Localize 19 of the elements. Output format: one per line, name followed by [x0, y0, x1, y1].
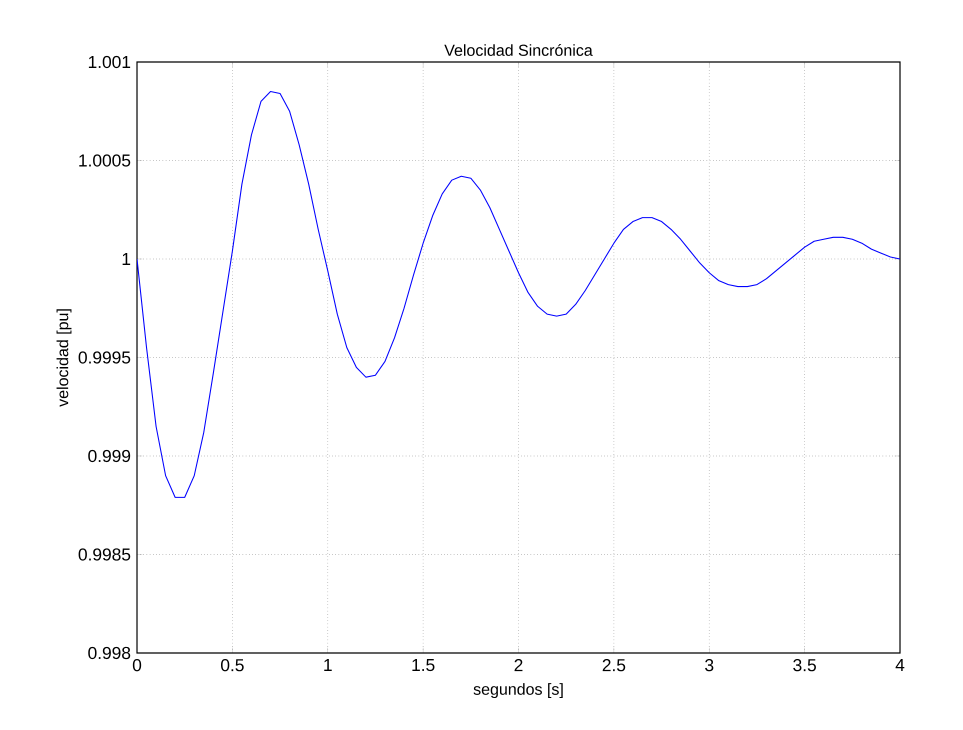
- chart-title: Velocidad Sincrónica: [444, 44, 593, 56]
- x-tick-label: 1: [324, 659, 332, 671]
- y-tick-label: 1: [122, 253, 130, 265]
- x-tick-label: 2: [514, 659, 522, 672]
- y-tick-label: 0.9995: [78, 351, 130, 364]
- x-tick-label: 2.5: [602, 659, 626, 672]
- y-tick-label: 0.9985: [78, 548, 130, 561]
- x-axis-title: segundos [s]: [474, 683, 563, 698]
- x-tick-label: 1.5: [412, 659, 434, 672]
- y-tick-label: 1.0005: [79, 154, 130, 167]
- y-tick-label: 1.001: [88, 56, 130, 68]
- x-tick-label: 0.5: [221, 659, 244, 672]
- y-axis-title: velocidad [pu]: [56, 309, 72, 407]
- x-tick-label: 3: [705, 659, 714, 672]
- y-tick-label: 0.999: [88, 450, 130, 462]
- x-tick-label: 3.5: [793, 659, 816, 672]
- x-tick-label: 0: [132, 659, 142, 672]
- y-tick-label: 0.998: [88, 646, 130, 660]
- x-tick-label: 4: [896, 659, 904, 671]
